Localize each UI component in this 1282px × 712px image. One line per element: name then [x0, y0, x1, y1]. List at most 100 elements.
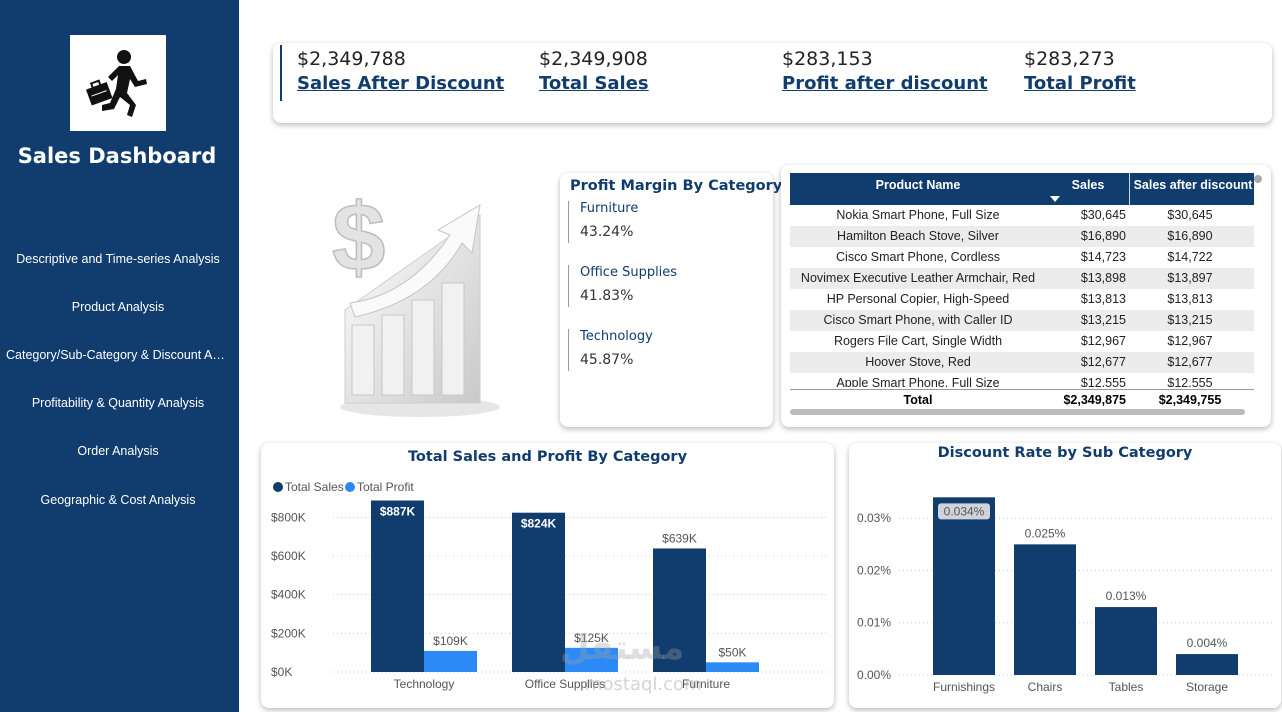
- header-product-name[interactable]: Product Name: [875, 178, 961, 192]
- table-row[interactable]: Novimex Executive Leather Armchair, Red $…: [790, 268, 1254, 289]
- bar-total-profit[interactable]: [706, 662, 759, 672]
- y-tick-label: $200K: [271, 626, 306, 640]
- sales-after-discount-cell: $13,813: [1167, 292, 1213, 306]
- chart-title: Discount Rate by Sub Category: [937, 445, 1193, 461]
- sales-cell: $13,813: [1080, 292, 1126, 306]
- sales-cell: $12,967: [1080, 334, 1126, 348]
- product-name-cell: Cisco Smart Phone, with Caller ID: [823, 313, 1013, 327]
- x-tick-label: Chairs: [1028, 680, 1063, 694]
- y-tick-label: $400K: [271, 588, 306, 602]
- table-row[interactable]: HP Personal Copier, High-Speed $13,813 $13…: [790, 289, 1254, 310]
- sidebar: Sales Dashboard Descriptive and Time-ser…: [0, 0, 239, 712]
- table-row[interactable]: Cisco Smart Phone, with Caller ID $13,215…: [790, 310, 1254, 331]
- header-sales[interactable]: Sales: [1071, 178, 1105, 192]
- legend-label[interactable]: Total Profit: [357, 480, 414, 494]
- bar-total-sales[interactable]: [653, 548, 706, 672]
- data-label: $824K: [521, 517, 557, 531]
- header-sales-after-discount[interactable]: Sales after discount: [1133, 178, 1253, 192]
- app-title: Sales Dashboard: [17, 144, 217, 168]
- product-name-cell: Hamilton Beach Stove, Silver: [837, 229, 999, 243]
- table-row[interactable]: Cisco Smart Phone, Cordless $14,723 $14,72…: [790, 247, 1254, 268]
- sort-desc-icon[interactable]: [1050, 191, 1060, 205]
- sales-after-discount-cell: $12,967: [1167, 334, 1213, 348]
- product-name-cell: Apple Smart Phone, Full Size: [836, 376, 1000, 387]
- sales-after-discount-cell: $30,645: [1167, 208, 1213, 222]
- total-sales-after-discount: $2,349,755: [1158, 393, 1222, 407]
- data-label: $109K: [433, 634, 468, 648]
- bar-total-sales[interactable]: [512, 512, 565, 672]
- product-name-cell: Novimex Executive Leather Armchair, Red: [800, 271, 1036, 285]
- nav-order-analysis[interactable]: Order Analysis: [77, 444, 159, 458]
- data-label: 0.034%: [944, 504, 985, 518]
- legend-label[interactable]: Total Sales: [285, 480, 344, 494]
- data-label: $50K: [718, 645, 746, 659]
- profit-margin-office-supplies: Office Supplies 41.83%: [568, 265, 677, 307]
- sales-cell: $12,555: [1080, 376, 1126, 387]
- table-row[interactable]: Rogers File Cart, Single Width $12,967 $12…: [790, 331, 1254, 352]
- kpi-value: $2,349,788: [297, 48, 406, 70]
- nav-category-discount-analysis[interactable]: Category/Sub-Category & Discount Analysi…: [6, 348, 230, 362]
- profit-margin-furniture: Furniture 43.24%: [568, 201, 638, 243]
- table-header: Product Name Sales Sales after discount: [790, 173, 1254, 205]
- margin-value: 45.87%: [580, 352, 634, 368]
- kpi-label-link[interactable]: Total Sales: [539, 73, 649, 94]
- category-name: Office Supplies: [580, 265, 678, 280]
- kpi-value: $283,273: [1024, 48, 1115, 70]
- sales-cell: $14,723: [1080, 250, 1126, 264]
- legend-marker: [345, 482, 355, 492]
- kpi-accent-bar: [280, 45, 282, 101]
- more-options-icon[interactable]: [1254, 175, 1262, 183]
- table-row[interactable]: Hamilton Beach Stove, Silver $16,890 $16,8…: [790, 226, 1254, 247]
- sales-after-discount-cell: $13,215: [1167, 313, 1213, 327]
- sales-after-discount-cell: $12,677: [1167, 355, 1213, 369]
- chart-title: Total Sales and Profit By Category: [407, 449, 688, 465]
- table-row[interactable]: Hoover Stove, Red $12,677 $12,677: [790, 352, 1254, 373]
- watermark-latin: mostaql.com: [585, 674, 702, 695]
- x-tick-label: Office Supplies: [525, 677, 606, 691]
- table-row[interactable]: Nokia Smart Phone, Full Size $30,645 $30,6…: [790, 205, 1254, 226]
- y-tick-label: 0.00%: [857, 668, 891, 682]
- horizontal-scrollbar[interactable]: [790, 409, 1245, 415]
- kpi-profit-after-discount: $283,153 Profit after discount: [782, 48, 988, 94]
- product-name-cell: Hoover Stove, Red: [865, 355, 971, 369]
- x-tick-label: Furnishings: [933, 680, 995, 694]
- nav-geographic-analysis[interactable]: Geographic & Cost Analysis: [40, 493, 196, 507]
- nav-profitability-analysis[interactable]: Profitability & Quantity Analysis: [31, 396, 205, 410]
- bar-discount-rate[interactable]: [1176, 654, 1238, 675]
- data-label: $125K: [574, 631, 609, 645]
- sales-cell: $12,677: [1080, 355, 1126, 369]
- product-name-cell: Nokia Smart Phone, Full Size: [836, 208, 1000, 222]
- profit-margin-card: Profit Margin By Category Furniture 43.2…: [560, 173, 782, 427]
- data-label: 0.004%: [1187, 636, 1228, 650]
- margin-value: 41.83%: [580, 288, 634, 304]
- dollar-growth-chart-icon: $: [331, 183, 500, 417]
- bar-total-sales[interactable]: [371, 500, 424, 672]
- sales-cell: $30,645: [1080, 208, 1126, 222]
- sales-after-discount-cell: $12,555: [1167, 376, 1213, 387]
- nav-descriptive-analysis[interactable]: Descriptive and Time-series Analysis: [16, 252, 220, 266]
- table-total-row: Total $2,349,875 $2,349,755: [790, 389, 1254, 409]
- nav-product-analysis[interactable]: Product Analysis: [71, 300, 165, 314]
- y-tick-label: $0K: [271, 665, 292, 679]
- kpi-total-sales: $2,349,908 Total Sales: [539, 48, 649, 94]
- kpi-label-link[interactable]: Sales After Discount: [297, 73, 505, 94]
- kpi-card: $2,349,788 Sales After Discount $2,349,9…: [273, 43, 1272, 123]
- sales-profit-chart-card: Total Sales and Profit By Category Total…: [261, 443, 834, 708]
- y-tick-label: $800K: [271, 510, 306, 524]
- x-tick-label: Technology: [394, 677, 455, 691]
- bar-discount-rate[interactable]: [1014, 544, 1076, 675]
- sales-cell: $13,898: [1080, 271, 1126, 285]
- sales-cell: $13,215: [1080, 313, 1126, 327]
- profit-margin-technology: Technology 45.87%: [568, 329, 653, 371]
- data-label: $887K: [380, 505, 416, 519]
- bar-discount-rate[interactable]: [1095, 607, 1157, 675]
- sales-after-discount-cell: $13,897: [1167, 271, 1213, 285]
- discount-rate-chart: 0.00% 0.01% 0.02% 0.03% 0.034% Furnishings 0.0…: [857, 497, 1274, 694]
- bar-discount-rate[interactable]: [933, 497, 995, 675]
- bar-total-profit[interactable]: [424, 650, 477, 672]
- data-label: 0.025%: [1025, 526, 1066, 540]
- table-row[interactable]: Apple Smart Phone, Full Size $12,555 $12,5…: [790, 373, 1254, 387]
- kpi-label-link[interactable]: Total Profit: [1024, 73, 1136, 94]
- kpi-label-link[interactable]: Profit after discount: [782, 73, 988, 94]
- bar-total-profit[interactable]: [565, 647, 618, 672]
